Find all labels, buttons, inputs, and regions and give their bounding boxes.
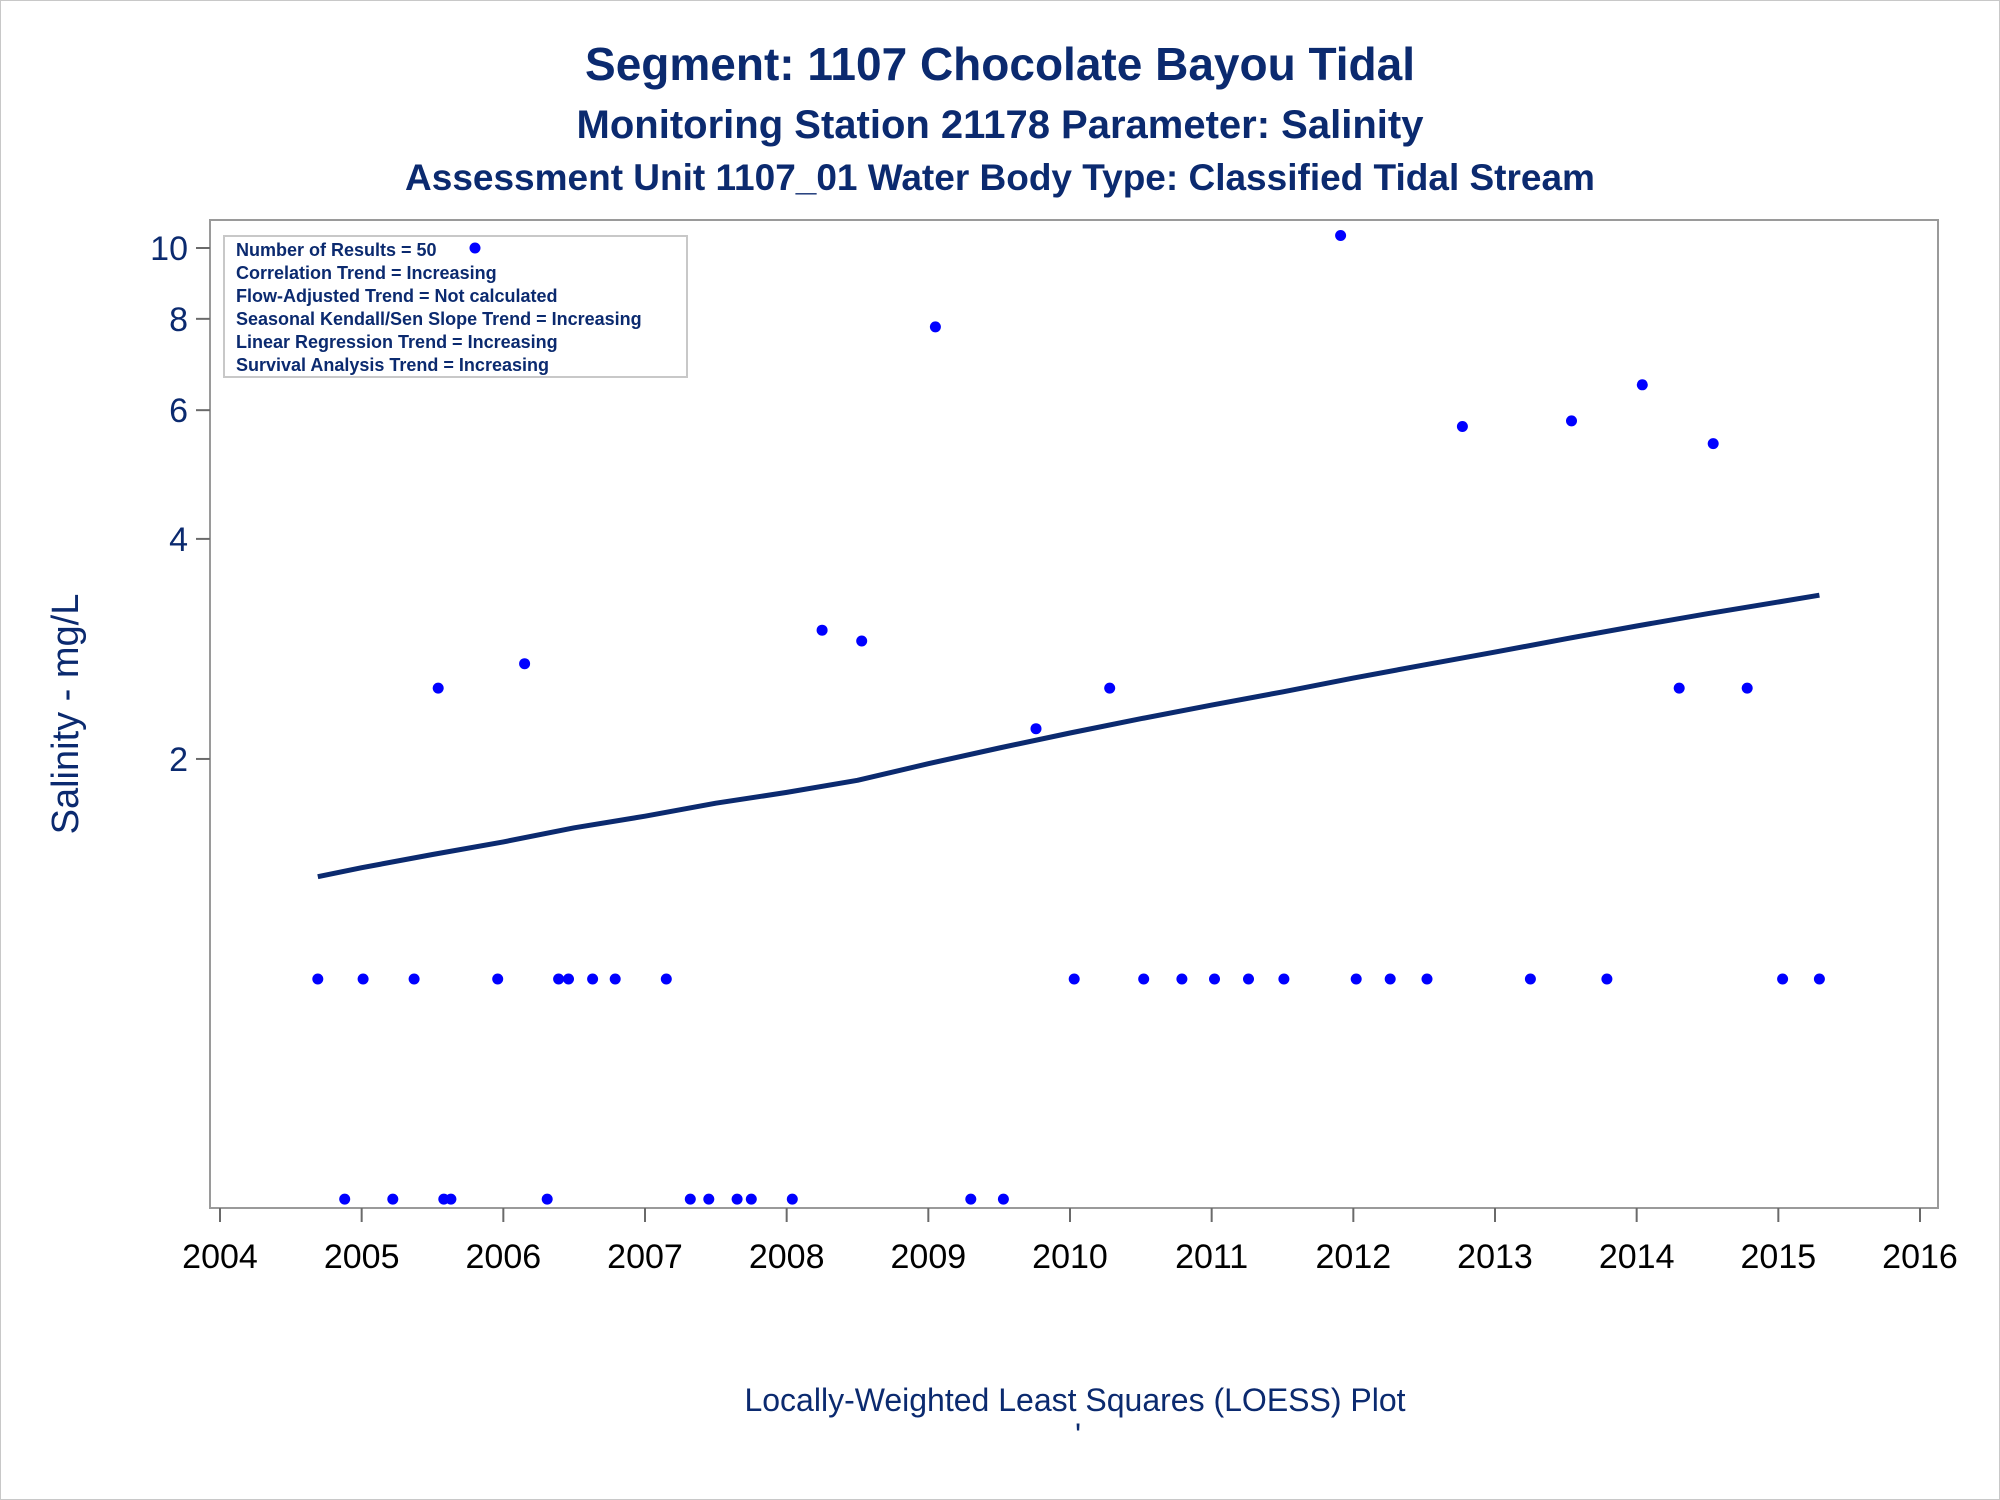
x-tick-label: 2006 — [466, 1238, 542, 1276]
y-tick-label: 8 — [169, 301, 188, 339]
y-axis: 2 4 6 8 10 — [150, 230, 210, 779]
data-point — [1707, 438, 1719, 450]
data-point — [1104, 682, 1116, 694]
x-tick-label: 2007 — [607, 1238, 683, 1276]
data-point — [703, 1193, 715, 1205]
plot-area — [209, 219, 1939, 1209]
x-tick-label: 2013 — [1457, 1238, 1533, 1276]
data-point — [965, 1193, 977, 1205]
data-point — [929, 321, 941, 333]
data-point — [856, 635, 868, 647]
data-point — [1456, 421, 1468, 432]
data-point — [339, 1193, 351, 1205]
y-axis-title: Salinity - mg/L — [45, 594, 87, 835]
data-point — [1176, 973, 1188, 985]
data-point — [745, 1193, 757, 1205]
x-tick-label: 2016 — [1882, 1238, 1958, 1276]
data-point — [1777, 973, 1789, 985]
data-point — [1741, 682, 1753, 694]
data-point — [997, 1193, 1009, 1205]
data-point — [432, 682, 444, 694]
data-point — [1030, 723, 1042, 735]
x-tick-label: 2004 — [182, 1238, 258, 1276]
chart-subtitle: Monitoring Station 21178 Parameter: Sali… — [577, 103, 1425, 147]
data-point — [553, 973, 565, 985]
data-point — [1384, 973, 1396, 985]
x-tick-label: 2009 — [891, 1238, 967, 1276]
data-point — [660, 973, 672, 985]
data-point — [1813, 973, 1825, 985]
data-point — [563, 973, 574, 985]
data-point — [1278, 973, 1290, 985]
data-point — [1524, 973, 1536, 985]
x-axis: 2004 2005 2006 2007 2008 2009 2010 2011 2012 2013… — [182, 1208, 1958, 1276]
data-point — [609, 973, 621, 985]
data-point — [1421, 973, 1433, 985]
data-point — [1068, 973, 1080, 985]
loess-trend-line — [317, 592, 1820, 880]
data-point — [408, 973, 420, 985]
chart-title: Segment: 1107 Chocolate Bayou Tidal — [585, 38, 1415, 90]
x-tick-label: 2015 — [1741, 1238, 1817, 1276]
stats-box-border — [223, 235, 688, 378]
stats-line-correlation: Correlation Trend = Increasing — [236, 263, 497, 283]
stats-line-linear-regression: Linear Regression Trend = Increasing — [236, 332, 558, 352]
data-point — [1566, 415, 1577, 427]
data-point — [587, 973, 599, 985]
data-point — [816, 624, 828, 636]
data-point — [445, 1193, 457, 1205]
stats-box: Number of Results = 50 Correlation Trend… — [223, 235, 688, 378]
stats-line-seasonal-kendall: Seasonal Kendall/Sen Slope Trend = Incre… — [236, 309, 642, 329]
data-point — [1138, 973, 1150, 985]
data-point — [1601, 973, 1613, 985]
data-point — [1209, 973, 1220, 985]
data-point — [1335, 230, 1347, 241]
y-tick-label: 4 — [169, 521, 188, 559]
data-point — [541, 1193, 553, 1205]
data-point — [1350, 973, 1362, 985]
data-point — [519, 658, 531, 670]
data-point — [786, 1193, 798, 1205]
footnote-mark: ' — [1075, 1417, 1081, 1453]
chart-footnote: Locally-Weighted Least Squares (LOESS) P… — [744, 1382, 1405, 1418]
y-tick-label: 6 — [169, 392, 188, 430]
data-point — [357, 973, 369, 985]
x-tick-label: 2012 — [1316, 1238, 1392, 1276]
chart-marks — [312, 230, 1825, 1205]
data-point — [1243, 973, 1254, 985]
stats-line-survival-analysis: Survival Analysis Trend = Increasing — [236, 355, 549, 375]
stats-line-flow-adjusted: Flow-Adjusted Trend = Not calculated — [236, 286, 558, 306]
data-point — [492, 973, 504, 985]
data-point — [387, 1193, 399, 1205]
x-tick-label: 2011 — [1175, 1238, 1248, 1276]
chart-subtitle-2: Assessment Unit 1107_01 Water Body Type:… — [405, 157, 1595, 198]
x-tick-label: 2010 — [1032, 1238, 1108, 1276]
data-point — [684, 1193, 696, 1205]
y-tick-label: 2 — [169, 741, 188, 779]
data-point — [1636, 379, 1648, 391]
y-tick-label: 10 — [150, 230, 188, 268]
data-point — [469, 242, 481, 254]
data-point — [731, 1193, 743, 1205]
data-point — [312, 973, 324, 985]
data-point — [1673, 682, 1685, 694]
x-tick-label: 2014 — [1599, 1238, 1675, 1276]
x-tick-label: 2005 — [324, 1238, 400, 1276]
x-tick-label: 2008 — [749, 1238, 825, 1276]
stats-line-results: Number of Results = 50 — [236, 240, 437, 260]
